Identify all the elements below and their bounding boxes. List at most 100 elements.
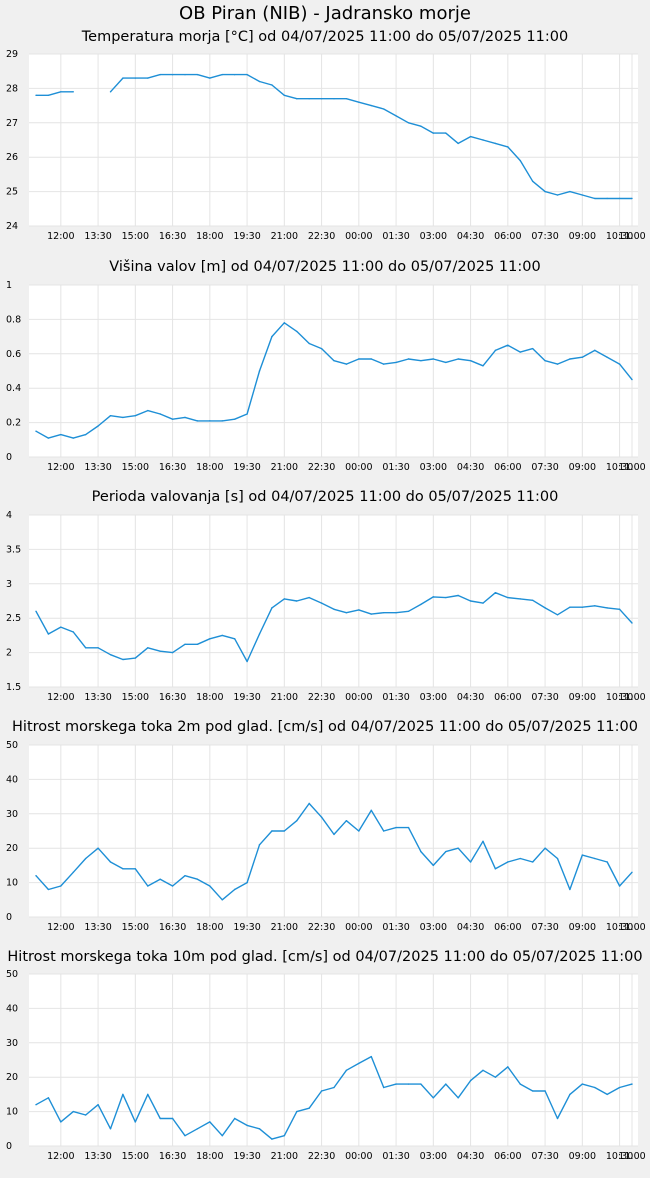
data-point xyxy=(221,634,223,637)
data-point xyxy=(271,607,273,609)
y-tick-label: 20 xyxy=(6,843,18,854)
data-point xyxy=(358,830,360,832)
data-point xyxy=(320,1090,323,1092)
data-point xyxy=(519,857,521,860)
chart-svg: 0 0.2 0.4 0.6 0.8 1 12:00 13:30 15:00 16:30 18:00 1… xyxy=(6,280,646,473)
x-tick-label: 03:00 xyxy=(420,922,447,933)
x-tick-label: 07:30 xyxy=(531,692,558,703)
data-point xyxy=(594,605,596,607)
data-point xyxy=(482,365,484,367)
x-tick-label: 07:30 xyxy=(531,462,558,473)
x-tick-label: 10:30 xyxy=(606,462,633,473)
data-point xyxy=(233,418,236,420)
data-point xyxy=(370,104,372,107)
data-point xyxy=(320,98,323,100)
data-point xyxy=(494,349,497,352)
data-point xyxy=(407,122,410,124)
data-point xyxy=(618,197,621,200)
chart-svg: 1.5 2 2.5 3 3.5 4 12:00 13:30 15:00 16:30 18:00 19:… xyxy=(6,510,646,703)
data-point xyxy=(631,622,633,624)
y-tick-label: 30 xyxy=(6,809,18,820)
data-point xyxy=(382,830,385,832)
data-point xyxy=(569,606,571,608)
data-point xyxy=(569,190,571,193)
x-tick-label: 00:00 xyxy=(345,922,372,933)
data-point xyxy=(569,358,571,360)
data-point xyxy=(544,607,546,609)
data-point xyxy=(519,1083,521,1085)
chart-svg: 0 10 20 30 40 50 12:00 13:30 15:00 16:30 18:00 19:3… xyxy=(6,969,646,1162)
data-point xyxy=(519,598,521,600)
data-point xyxy=(209,420,211,422)
data-point xyxy=(482,840,484,843)
data-point xyxy=(618,608,621,610)
data-point xyxy=(457,594,459,597)
data-point xyxy=(221,899,223,901)
x-tick-label: 13:30 xyxy=(84,1151,111,1162)
data-point xyxy=(395,826,397,829)
x-tick-label: 11:00 xyxy=(618,231,645,242)
x-tick-label: 16:30 xyxy=(159,1151,186,1162)
x-tick-label: 18:00 xyxy=(196,922,223,933)
data-point xyxy=(147,77,149,79)
data-point xyxy=(333,98,335,100)
data-point xyxy=(556,614,559,616)
data-point xyxy=(618,363,621,365)
data-point xyxy=(35,94,37,96)
data-point xyxy=(47,633,50,635)
data-point xyxy=(308,98,310,100)
data-point xyxy=(482,602,484,604)
y-tick-label: 40 xyxy=(6,774,18,785)
data-point xyxy=(147,647,149,649)
x-tick-label: 09:00 xyxy=(569,462,596,473)
data-point xyxy=(469,600,472,602)
x-tick-label: 12:00 xyxy=(47,692,74,703)
x-tick-label: 15:00 xyxy=(122,462,149,473)
data-point xyxy=(581,606,584,608)
chart-panel: Perioda valovanja [s] od 04/07/2025 11:0… xyxy=(0,488,650,718)
data-point xyxy=(47,1097,50,1099)
data-point xyxy=(159,1117,161,1120)
data-point xyxy=(594,349,596,352)
x-tick-label: 06:00 xyxy=(494,231,521,242)
x-tick-label: 19:30 xyxy=(233,1151,260,1162)
x-tick-label: 16:30 xyxy=(159,692,186,703)
data-point xyxy=(109,1128,112,1130)
data-point xyxy=(308,1107,310,1109)
data-point xyxy=(308,342,310,345)
data-point xyxy=(122,658,124,661)
x-tick-label: 09:00 xyxy=(569,1151,596,1162)
data-point xyxy=(507,344,509,346)
data-point xyxy=(445,132,447,134)
x-tick-label: 19:30 xyxy=(233,231,260,242)
data-point xyxy=(72,631,74,633)
y-tick-label: 26 xyxy=(6,152,18,163)
data-point xyxy=(184,73,186,76)
data-point xyxy=(569,888,571,891)
data-point xyxy=(631,378,633,381)
x-tick-label: 00:00 xyxy=(345,462,372,473)
data-point xyxy=(134,1121,137,1123)
data-point xyxy=(618,1086,621,1089)
data-point xyxy=(171,73,174,76)
data-point xyxy=(109,653,112,656)
data-point xyxy=(72,871,74,873)
x-tick-label: 13:30 xyxy=(84,231,111,242)
data-point xyxy=(184,875,186,877)
data-point xyxy=(147,885,149,887)
y-tick-label: 25 xyxy=(6,187,18,198)
chart-panel: Temperatura morja [°C] od 04/07/2025 11:… xyxy=(0,28,650,258)
data-point xyxy=(308,596,310,599)
data-point xyxy=(221,420,223,422)
data-point xyxy=(556,363,559,365)
data-point xyxy=(60,626,62,628)
data-point xyxy=(84,433,87,436)
x-tick-label: 01:30 xyxy=(382,922,409,933)
data-point xyxy=(283,598,286,600)
data-point xyxy=(221,73,223,76)
data-point xyxy=(84,1114,87,1116)
x-tick-label: 11:00 xyxy=(618,922,645,933)
x-tick-label: 00:00 xyxy=(345,1151,372,1162)
data-point xyxy=(221,1134,223,1137)
data-point xyxy=(345,819,348,822)
